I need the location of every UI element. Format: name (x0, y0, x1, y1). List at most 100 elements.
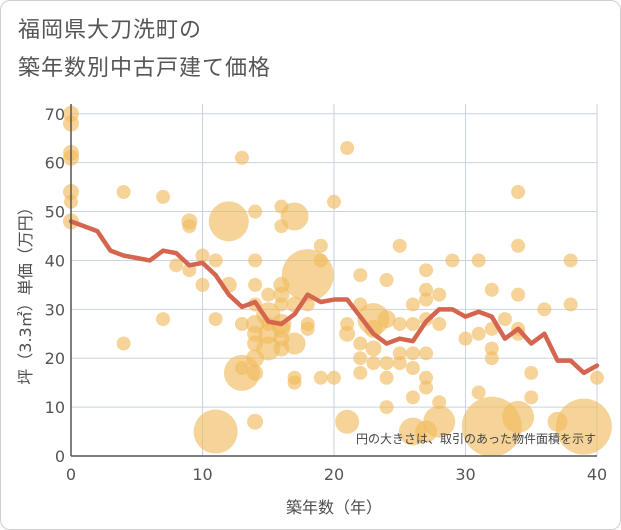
y-axis-label: 坪（3.3㎡）単価（万円） (16, 199, 35, 384)
x-axis-label: 築年数（年） (286, 498, 382, 517)
data-bubble (313, 370, 328, 385)
chart-title-line2: 築年数別中古戸建て価格 (18, 56, 272, 81)
data-bubble (419, 292, 434, 307)
data-bubble (313, 253, 328, 268)
data-bubble (497, 312, 512, 327)
data-bubble (234, 317, 249, 331)
data-bubble (471, 326, 486, 341)
data-bubble (484, 282, 499, 297)
x-tick-label: 20 (324, 465, 344, 484)
data-bubble (208, 312, 223, 327)
data-bubble (471, 385, 486, 400)
bubble-size-note: 円の大きさは、取引のあった物件面積を示す (356, 431, 596, 446)
x-tick-label: 40 (587, 465, 607, 484)
data-bubble (511, 185, 526, 199)
y-tick-label: 0 (55, 447, 65, 466)
data-bubble (524, 365, 539, 380)
data-bubble (116, 336, 131, 351)
data-bubble (339, 325, 356, 342)
data-bubble (247, 413, 264, 430)
data-bubble (392, 356, 407, 371)
data-bubble (563, 297, 578, 312)
data-bubble (484, 351, 499, 366)
data-bubble (419, 263, 434, 278)
data-bubble (555, 398, 612, 455)
data-bubble (353, 336, 368, 351)
data-bubble (405, 390, 420, 405)
data-bubble (392, 346, 407, 361)
data-bubble (195, 277, 210, 292)
data-bubble (511, 287, 526, 302)
data-bubble (248, 204, 263, 219)
y-tick-label: 20 (45, 349, 65, 368)
data-bubble (379, 273, 394, 287)
data-bubble (471, 253, 486, 268)
data-bubble (247, 364, 264, 381)
data-bubble (273, 286, 290, 303)
data-bubble (208, 253, 223, 268)
data-bubble (208, 201, 249, 242)
data-bubble (419, 346, 434, 361)
data-bubble (563, 253, 578, 268)
y-tick-label: 60 (45, 154, 65, 173)
y-tick-label: 30 (45, 300, 65, 319)
data-bubble (287, 375, 302, 390)
data-bubble (234, 150, 249, 165)
data-bubble (392, 238, 407, 253)
data-bubble (365, 340, 382, 357)
data-bubble (256, 336, 281, 361)
axes (70, 104, 597, 457)
data-bubble (300, 321, 315, 336)
data-bubble (432, 395, 447, 410)
x-tick-label: 10 (192, 465, 212, 484)
data-bubble (335, 409, 360, 434)
data-bubble (379, 356, 394, 371)
data-bubble (432, 317, 447, 331)
data-bubble (313, 238, 328, 253)
data-bubble (524, 390, 539, 405)
data-bubble (353, 351, 368, 366)
trend-line (68, 219, 600, 376)
data-bubble (590, 370, 604, 385)
data-bubble (280, 202, 309, 231)
data-bubble (445, 253, 460, 268)
data-bubble (156, 312, 171, 327)
data-bubble (248, 277, 263, 292)
y-tick-label: 70 (45, 105, 65, 124)
y-tick-label: 40 (45, 251, 65, 270)
data-bubble (405, 361, 420, 375)
data-bubble (193, 409, 238, 454)
data-bubble (379, 400, 394, 415)
data-bubble (261, 287, 276, 302)
data-bubble (537, 302, 552, 317)
data-bubble (432, 287, 447, 302)
data-bubble (484, 341, 499, 356)
data-bubble (182, 219, 197, 234)
data-bubble (511, 238, 526, 253)
data-bubble (379, 370, 394, 385)
data-bubble (169, 258, 184, 273)
chart-title-line1: 福岡県大刀洗町の (18, 18, 203, 43)
x-tick-label: 0 (66, 465, 76, 484)
data-bubble (423, 405, 456, 438)
x-tick-labels: 0 10 20 30 40 (66, 465, 607, 484)
data-bubble (283, 332, 306, 355)
data-bubble (502, 400, 535, 433)
data-bubble (340, 141, 355, 155)
data-bubble (458, 331, 473, 346)
trend-line-group (68, 219, 600, 376)
data-bubble (353, 268, 368, 283)
data-bubble (419, 380, 434, 395)
data-bubble (248, 253, 263, 268)
data-bubble (327, 194, 341, 209)
y-tick-label: 50 (45, 203, 65, 222)
data-bubble (195, 248, 210, 263)
y-tick-labels: 0 10 20 30 40 50 60 70 (45, 105, 65, 466)
data-bubble (377, 310, 396, 329)
data-bubble (419, 370, 434, 385)
data-bubble (234, 361, 249, 375)
data-bubble (156, 189, 171, 204)
data-bubble (405, 317, 420, 331)
data-bubble (405, 346, 420, 361)
